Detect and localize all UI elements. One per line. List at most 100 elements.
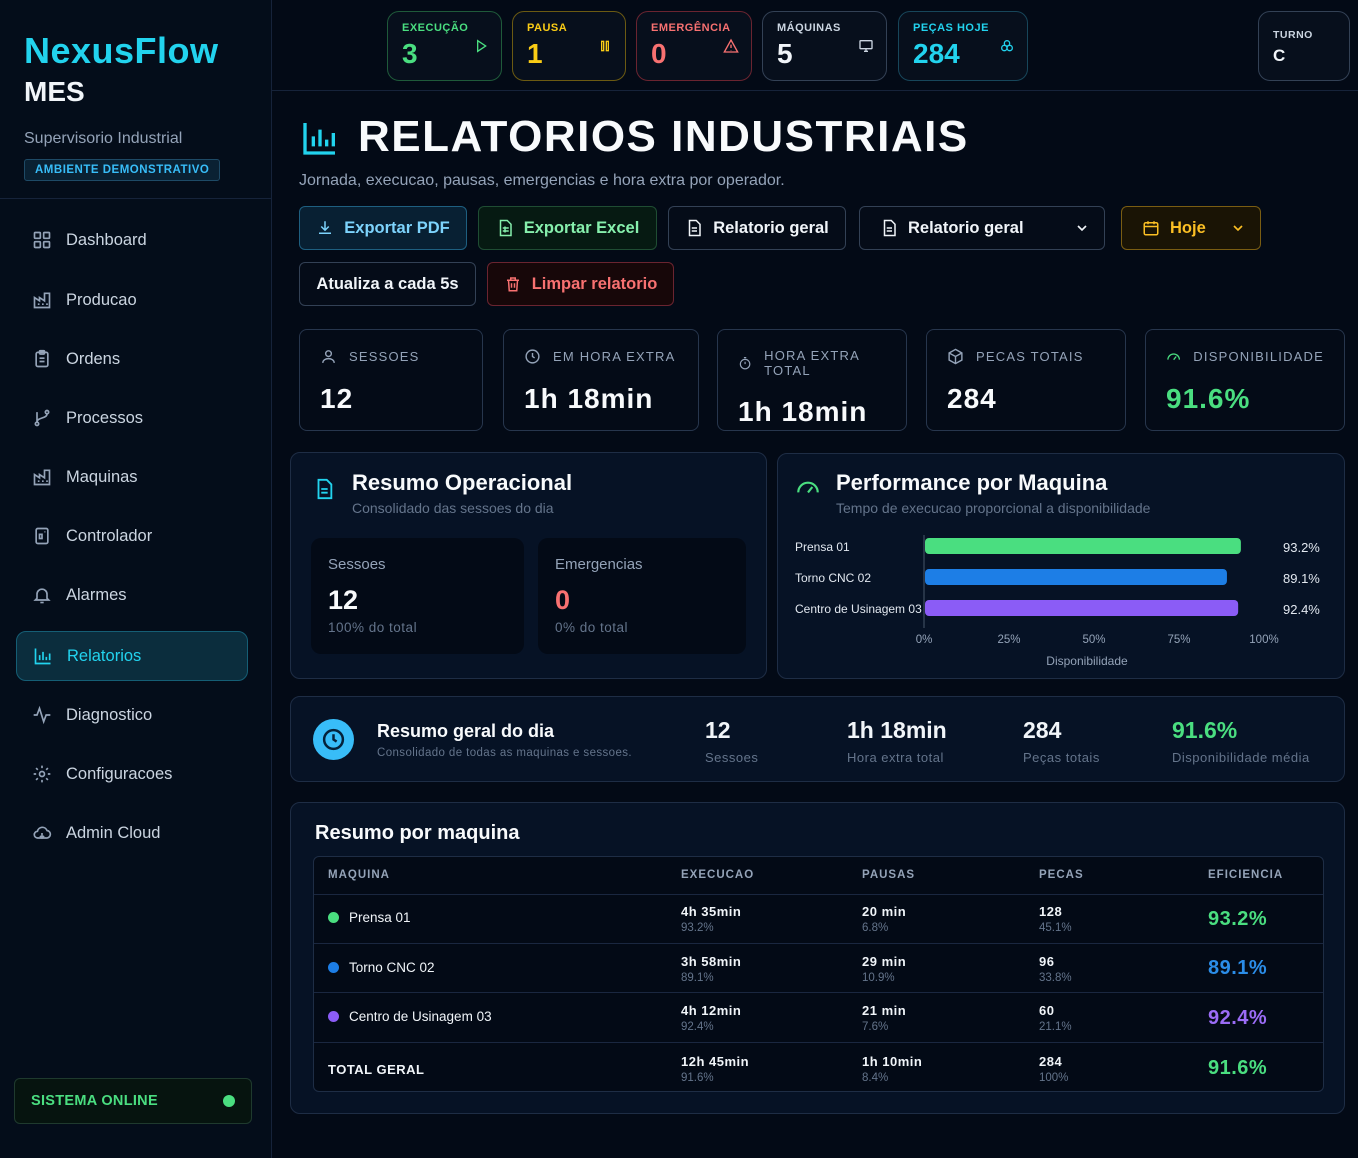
- bell-icon: [33, 588, 51, 604]
- status-value: 0: [651, 38, 667, 69]
- sidebar-item-label: Admin Cloud: [66, 823, 161, 842]
- sidebar-item-admin-cloud[interactable]: Admin Cloud: [16, 808, 248, 858]
- cell-main: 96: [1039, 954, 1055, 969]
- export-excel-button[interactable]: Exportar Excel: [478, 206, 657, 250]
- download-icon: [319, 221, 332, 234]
- pause-icon: [601, 40, 609, 52]
- clock-icon: [525, 349, 540, 364]
- stat-value: 91.6%: [1172, 717, 1238, 743]
- sidebar-item-ordens[interactable]: Ordens: [16, 334, 248, 384]
- status-label: EXECUÇÃO: [402, 22, 469, 34]
- kpi-label: HORA EXTRA TOTAL: [764, 348, 860, 378]
- table-row-machine: Torno CNC 02: [328, 960, 435, 975]
- table-row-machine: Prensa 01: [328, 910, 411, 925]
- status-label: EMERGÊNCIA: [651, 22, 731, 34]
- value-label: 92.4%: [1283, 602, 1320, 617]
- cell-main: 3h 58min: [681, 954, 742, 969]
- button-label: Relatorio geral: [713, 218, 829, 237]
- value-label: 93.2%: [1283, 540, 1320, 555]
- machine-dot: [328, 912, 339, 923]
- report-type-select[interactable]: Relatorio geral: [859, 206, 1105, 250]
- sidebar-item-configuracoes[interactable]: Configuracoes: [16, 749, 248, 799]
- button-label: Exportar PDF: [344, 218, 450, 237]
- auto-refresh-button[interactable]: Atualiza a cada 5s: [299, 262, 476, 306]
- box-icon: [948, 348, 963, 365]
- button-label: Atualiza a cada 5s: [316, 274, 459, 293]
- kpi-value: 284: [947, 383, 997, 414]
- sidebar-item-label: Maquinas: [66, 467, 138, 486]
- stat-label: Peças totais: [1023, 750, 1100, 765]
- cell-main: 4h 12min: [681, 1003, 742, 1018]
- file-text-icon: [317, 478, 333, 500]
- page-title: RELATORIOS INDUSTRIAIS: [358, 112, 969, 161]
- mini-card-emergencias: Emergencias 0 0% do total: [538, 538, 746, 654]
- button-label: Exportar Excel: [523, 218, 640, 237]
- sidebar-item-alarmes[interactable]: Alarmes: [16, 570, 248, 620]
- period-select[interactable]: Hoje: [1121, 206, 1261, 250]
- status-label: PAUSA: [527, 22, 568, 34]
- file-text-icon: [883, 219, 896, 237]
- chevron-down-icon: [1077, 225, 1087, 232]
- kpi-sessoes: SESSOES 12: [299, 329, 483, 431]
- kpi-value: 1h 18min: [738, 396, 868, 427]
- cell-pausas: 20 min 6.8%: [862, 904, 906, 934]
- env-badge: AMBIENTE DEMONSTRATIVO: [24, 159, 221, 181]
- bar-chart-icon: [303, 123, 335, 155]
- machine-name: Centro de Usinagem 03: [349, 1009, 492, 1024]
- gauge-icon: [797, 481, 819, 494]
- cell-pausas: 29 min 10.9%: [862, 954, 906, 984]
- stat-label: Disponibilidade média: [1172, 750, 1310, 765]
- row-divider: [314, 992, 1323, 993]
- sidebar-item-label: Controlador: [66, 526, 153, 545]
- status-card-emergencia: EMERGÊNCIA 0: [636, 11, 752, 81]
- device-icon: [35, 527, 49, 545]
- kpi-label: DISPONIBILIDADE: [1193, 349, 1324, 364]
- cell-sub: 33.8%: [1039, 972, 1072, 984]
- resumo-operacional-subtitle: Consolidado das sessoes do dia: [352, 500, 554, 516]
- sidebar-item-producao[interactable]: Producao: [16, 275, 248, 325]
- user-icon: [322, 350, 335, 363]
- sidebar-item-diagnostico[interactable]: Diagnostico: [16, 690, 248, 740]
- boxes-icon: [1001, 40, 1013, 52]
- sidebar-item-relatorios[interactable]: Relatorios: [16, 631, 248, 681]
- cell-main: 128: [1039, 904, 1063, 919]
- status-label: PEÇAS HOJE: [913, 22, 989, 34]
- kpi-hora-extra-total: HORA EXTRA TOTAL 1h 18min: [717, 329, 907, 431]
- export-pdf-button[interactable]: Exportar PDF: [299, 206, 467, 250]
- system-status: SISTEMA ONLINE: [14, 1078, 252, 1124]
- factory-icon: [33, 469, 51, 486]
- branch-icon: [34, 409, 50, 427]
- sidebar-item-maquinas[interactable]: Maquinas: [16, 452, 248, 502]
- machine-dot: [328, 962, 339, 973]
- warning-icon: [723, 38, 739, 53]
- cell-pecas: 284 100%: [1039, 1054, 1068, 1084]
- resumo-stat-hora-extra: 1h 18min Hora extra total: [847, 717, 947, 765]
- stat-value: 12: [705, 717, 731, 743]
- brand-name: NexusFlow: [24, 30, 219, 71]
- gear-icon: [33, 765, 51, 783]
- report-general-button[interactable]: Relatorio geral: [668, 206, 846, 250]
- cell-execucao: 4h 12min 92.4%: [681, 1003, 741, 1033]
- machine-name: Torno CNC 02: [349, 960, 435, 975]
- sidebar-item-dashboard[interactable]: Dashboard: [16, 215, 248, 265]
- col-header-maquina: MAQUINA: [328, 869, 390, 881]
- cell-execucao: 12h 45min 91.6%: [681, 1054, 749, 1084]
- cell-pausas: 21 min 7.6%: [862, 1003, 906, 1033]
- sidebar-item-processos[interactable]: Processos: [16, 393, 248, 443]
- chevron-down-icon: [1233, 225, 1243, 232]
- row-divider: [314, 1042, 1323, 1043]
- bar: [925, 538, 1241, 554]
- resumo-operacional-title: Resumo Operacional: [352, 470, 573, 495]
- row-divider: [314, 894, 1323, 895]
- sidebar-item-controlador[interactable]: Controlador: [16, 511, 248, 561]
- resumo-stat-disponibilidade: 91.6% Disponibilidade média: [1172, 717, 1310, 765]
- x-tick-label: 0%: [916, 634, 933, 646]
- kpi-label: EM HORA EXTRA: [553, 349, 676, 364]
- col-header-pecas: PECAS: [1039, 869, 1084, 881]
- category-label: Prensa 01: [795, 540, 850, 554]
- sidebar-item-label: Alarmes: [66, 585, 127, 604]
- mini-card-sessoes: Sessoes 12 100% do total: [311, 538, 524, 654]
- clear-report-button[interactable]: Limpar relatorio: [487, 262, 674, 306]
- cell-sub: 45.1%: [1039, 922, 1072, 934]
- status-value: 3: [402, 38, 418, 69]
